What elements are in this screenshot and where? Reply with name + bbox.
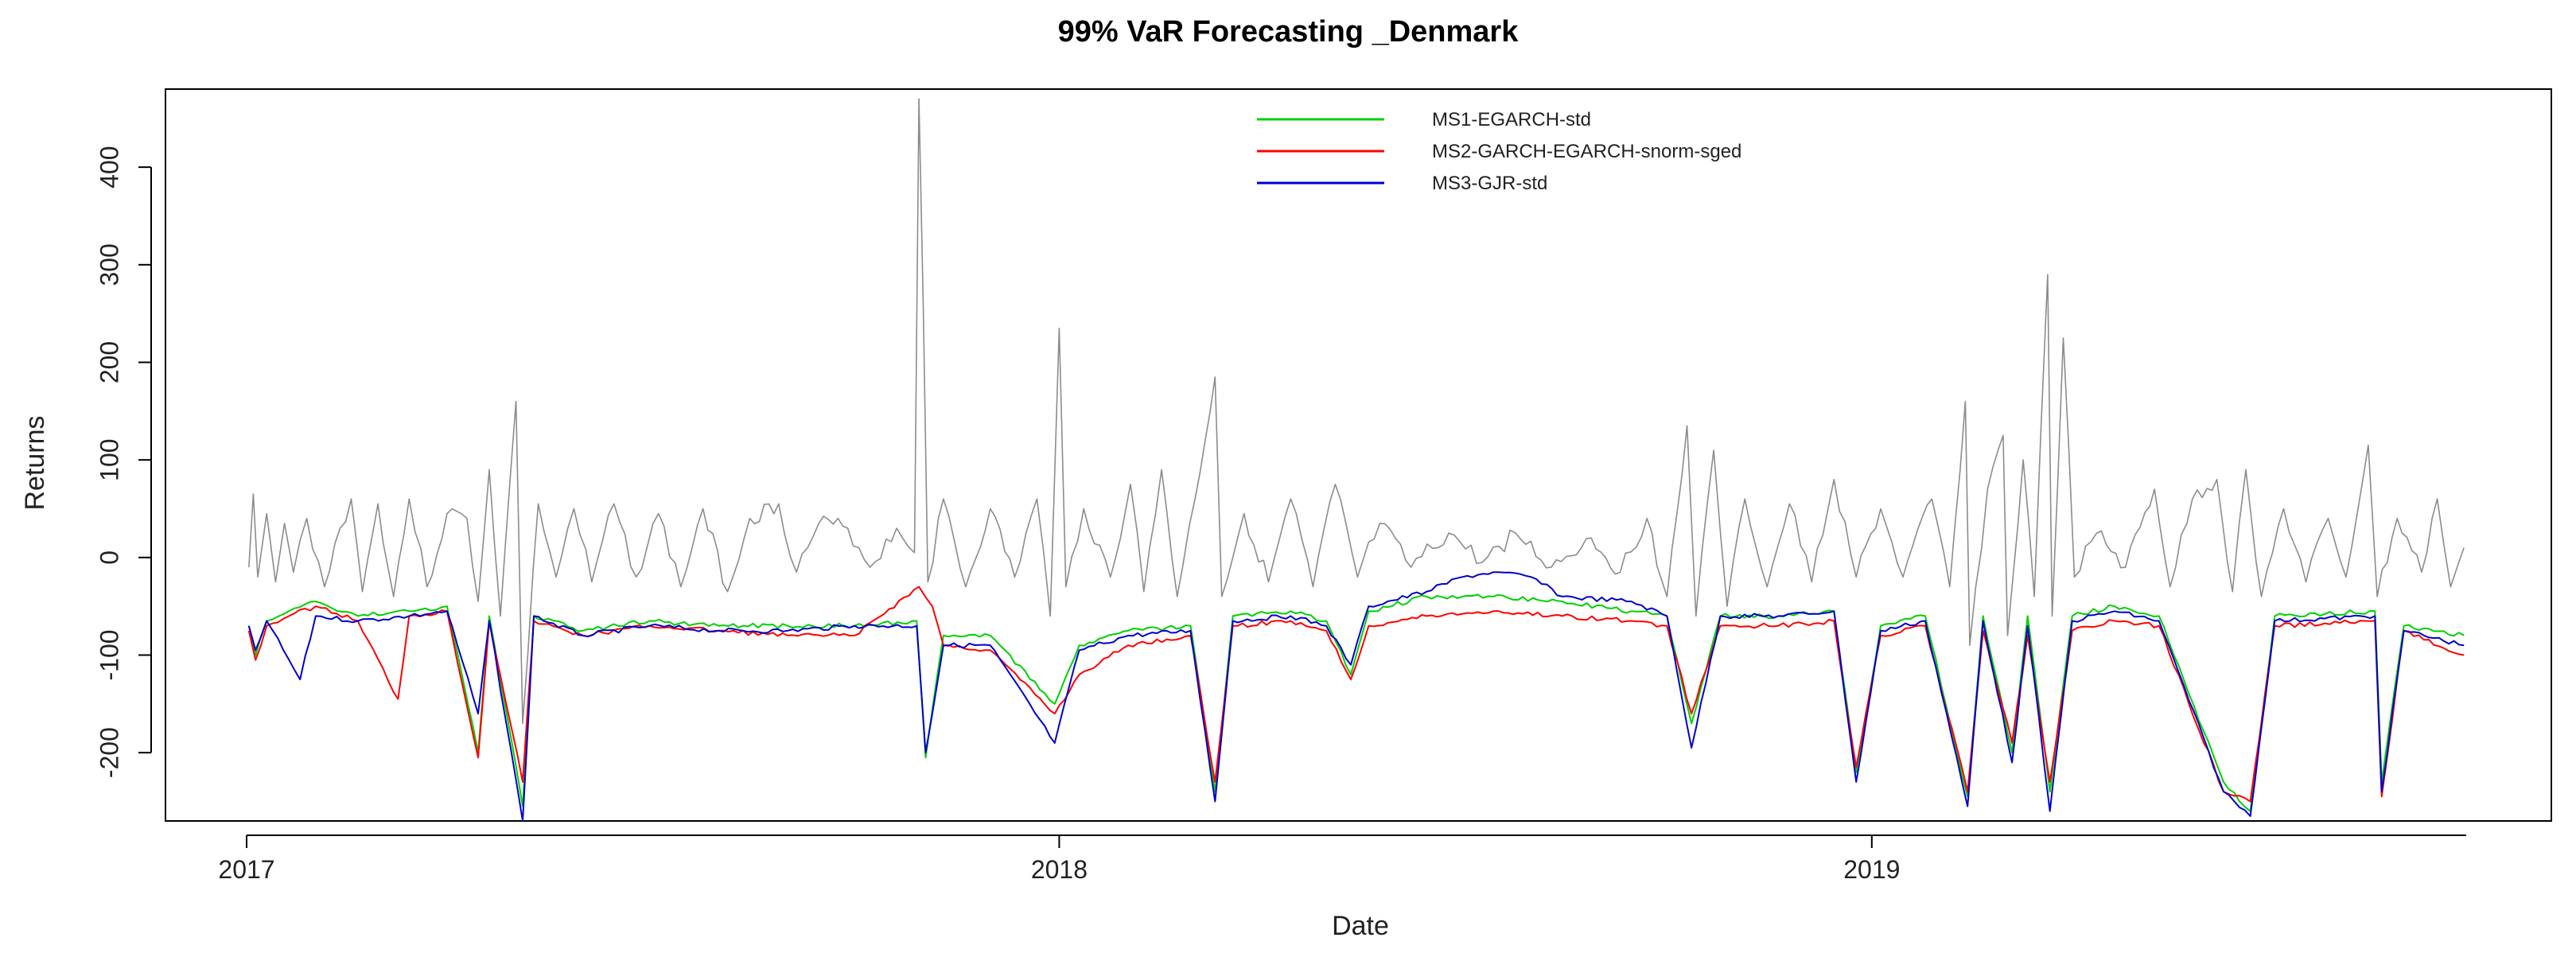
series-line-ms1 xyxy=(247,593,2465,812)
x-axis-label: Date xyxy=(1332,911,1389,941)
y-tick-label: -200 xyxy=(95,727,123,778)
chart-title: 99% VaR Forecasting _Denmark xyxy=(1058,15,1520,49)
legend-label-ms2: MS2-GARCH-EGARCH-snorm-sged xyxy=(1432,141,1741,162)
y-tick-label: -100 xyxy=(95,629,123,680)
y-tick-label: 400 xyxy=(95,146,123,188)
y-tick-label: 300 xyxy=(95,243,123,286)
series-line-ms3 xyxy=(247,571,2465,822)
y-tick-label: 0 xyxy=(95,550,123,565)
legend: MS1-EGARCH-std MS2-GARCH-EGARCH-snorm-sge… xyxy=(1257,109,1741,194)
x-tick-label: 2018 xyxy=(1031,855,1088,884)
x-tick-label: 2019 xyxy=(1843,855,1900,884)
series-layer xyxy=(247,98,2465,822)
y-tick-label: 100 xyxy=(95,438,123,480)
y-tick-label: 200 xyxy=(95,341,123,383)
plot-frame xyxy=(165,88,2552,822)
legend-label-ms3: MS3-GJR-std xyxy=(1432,173,1547,194)
legend-label-ms1: MS1-EGARCH-std xyxy=(1432,109,1591,130)
series-line-returns xyxy=(248,98,2465,725)
x-tick-label: 2017 xyxy=(218,855,274,884)
axes-layer: 2017 2018 2019 -200 -100 0 100 200 300 400 xyxy=(95,146,2466,884)
y-axis-label: Returns xyxy=(20,415,50,510)
